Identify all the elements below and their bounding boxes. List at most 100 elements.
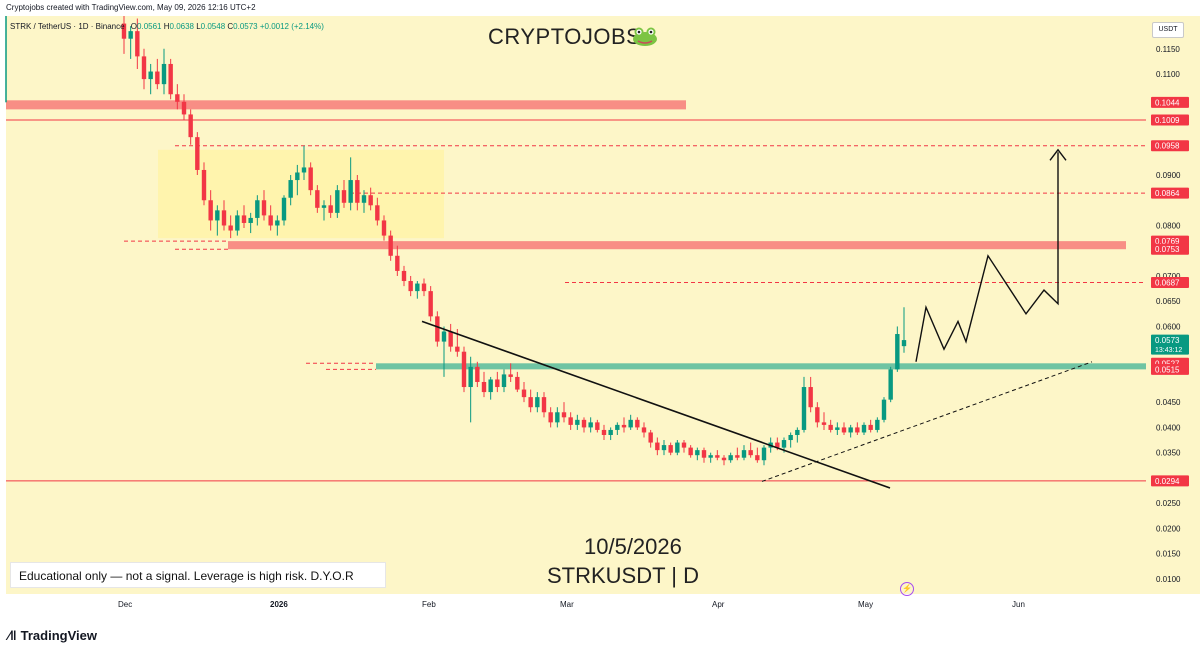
candle-body xyxy=(481,381,487,393)
candle-body xyxy=(128,31,133,39)
candle-body xyxy=(875,419,880,430)
high-value: 0.0638 xyxy=(169,22,194,31)
y-tick-label: 0.0100 xyxy=(1156,575,1181,584)
candle-body xyxy=(541,397,547,413)
candle-body xyxy=(428,291,433,317)
candle-body xyxy=(708,455,713,458)
candle-body xyxy=(695,450,700,456)
open-value: 0.0561 xyxy=(137,22,162,31)
candle-body xyxy=(575,419,580,425)
tradingview-logo-text: TradingView xyxy=(20,628,97,643)
resistance-zone xyxy=(6,100,686,110)
x-tick-label: May xyxy=(858,600,873,609)
candle-body xyxy=(188,114,193,138)
candle-body xyxy=(168,63,173,95)
candle-body xyxy=(701,450,707,458)
low-label: L xyxy=(196,22,201,31)
price-axis-background xyxy=(1146,16,1200,594)
candle-body xyxy=(368,195,373,206)
price-label-box xyxy=(1151,114,1189,126)
candle-body xyxy=(668,445,673,453)
candle-body xyxy=(721,457,727,461)
candle-body xyxy=(295,172,300,181)
x-tick-label: Jun xyxy=(1012,600,1025,609)
y-tick-label: 0.0150 xyxy=(1156,550,1181,559)
candle-body xyxy=(688,447,693,456)
candle-body xyxy=(201,169,207,201)
candle-body xyxy=(448,331,453,347)
candle-body xyxy=(461,351,467,388)
candle-body xyxy=(608,429,613,435)
y-tick-label: 0.0350 xyxy=(1156,449,1181,458)
y-tick-label: 0.0200 xyxy=(1156,524,1181,533)
candle-body xyxy=(181,101,187,115)
tradingview-logo[interactable]: ⁄‖ TradingView xyxy=(8,628,97,643)
candle-body xyxy=(468,366,473,388)
candle-body xyxy=(675,442,680,453)
candle-body xyxy=(601,429,607,435)
overlay-symbol: STRKUSDT | D xyxy=(547,563,699,588)
chart-area[interactable]: 0.1150 0.1100 0.0900 0.0800 0.0700 0.0650 0.06… xyxy=(0,16,1200,620)
price-chart[interactable]: 0.1150 0.1100 0.0900 0.0800 0.0700 0.0650 0.06… xyxy=(0,16,1200,620)
projection-path xyxy=(915,152,1059,362)
candle-body xyxy=(355,180,360,203)
candle-body xyxy=(728,455,733,461)
candle-body xyxy=(261,200,267,216)
price-label-box xyxy=(1151,363,1189,375)
candle-body xyxy=(761,447,767,461)
candle-body xyxy=(748,450,753,456)
symbol-name: STRK / TetherUS · 1D · Binance xyxy=(10,22,125,31)
currency-button[interactable]: USDT xyxy=(1152,22,1184,38)
candle-body xyxy=(148,71,153,80)
x-tick-label: Apr xyxy=(712,600,725,609)
candle-body xyxy=(208,200,213,221)
candle-body xyxy=(635,419,640,428)
candle-body xyxy=(581,419,587,428)
candle-body xyxy=(855,427,860,433)
price-label-text: 0.0769 xyxy=(1155,237,1180,246)
symbol-header: STRK / TetherUS · 1D · Binance O0.0561 H… xyxy=(10,22,324,31)
candle-body xyxy=(161,63,167,85)
high-label: H xyxy=(163,22,170,31)
candle-body xyxy=(775,442,780,448)
price-label-box xyxy=(1151,277,1189,289)
consolidation-box xyxy=(158,149,444,239)
candle-body xyxy=(268,215,273,226)
candle-body xyxy=(408,281,413,292)
close-value: 0.0573 xyxy=(233,22,258,31)
candle-body xyxy=(475,366,480,382)
candle-body xyxy=(255,200,260,218)
x-tick-label: Feb xyxy=(422,600,436,609)
price-label-box xyxy=(1151,140,1189,152)
candle-body xyxy=(321,205,327,208)
candle-body xyxy=(655,442,660,451)
candle-body xyxy=(241,215,247,223)
price-label-text: 0.0687 xyxy=(1155,279,1180,288)
candle-body xyxy=(568,417,573,425)
plot-background xyxy=(6,16,1146,594)
y-tick-label: 0.0800 xyxy=(1156,221,1181,230)
candle-body xyxy=(861,424,867,433)
candle-body xyxy=(841,427,847,433)
candle-body xyxy=(835,427,840,430)
candle-body xyxy=(615,424,620,430)
candle-body xyxy=(528,397,533,408)
candle-body xyxy=(215,210,220,221)
candle-body xyxy=(821,422,827,425)
candle-body xyxy=(308,167,313,191)
x-tick-label: Mar xyxy=(560,600,574,609)
candle-body xyxy=(335,190,340,213)
footer: ⁄‖ TradingView xyxy=(0,620,1200,654)
y-tick-label: 0.0700 xyxy=(1156,272,1181,281)
candle-body xyxy=(175,94,180,102)
candle-body xyxy=(895,334,900,370)
y-tick-label: 0.1100 xyxy=(1156,70,1180,79)
candle-body xyxy=(555,412,560,423)
candle-body xyxy=(328,205,333,213)
candle-body xyxy=(421,283,427,292)
y-tick-label: 0.0450 xyxy=(1156,398,1181,407)
candle-body xyxy=(755,455,760,461)
candle-body xyxy=(795,429,800,435)
candle-body xyxy=(155,71,160,85)
lightning-icon[interactable]: ⚡ xyxy=(900,582,914,596)
